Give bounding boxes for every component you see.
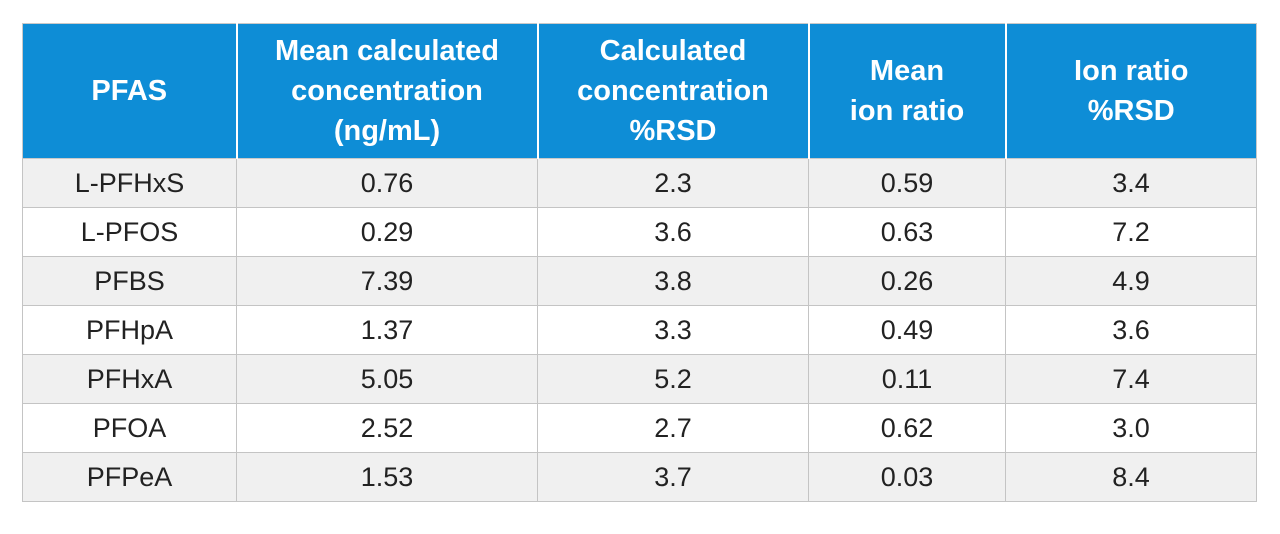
header-ion-ratio-rsd: Ion ratio %RSD xyxy=(1004,23,1257,159)
cell-mean-ion-ratio: 0.49 xyxy=(808,305,1006,355)
cell-ion-ratio-rsd: 8.4 xyxy=(1005,452,1257,502)
header-line: concentration xyxy=(291,75,483,107)
cell-mean-ion-ratio: 0.11 xyxy=(808,354,1006,404)
table-row: L-PFHxS 0.76 2.3 0.59 3.4 xyxy=(22,158,1257,208)
cell-mean-concentration: 2.52 xyxy=(236,403,538,453)
cell-ion-ratio-rsd: 3.4 xyxy=(1005,158,1257,208)
header-line: concentration xyxy=(577,75,769,107)
header-line: (ng/mL) xyxy=(333,115,441,147)
cell-ion-ratio-rsd: 3.6 xyxy=(1005,305,1257,355)
cell-ion-ratio-rsd: 3.0 xyxy=(1005,403,1257,453)
header-pfas: PFAS xyxy=(22,23,238,159)
cell-concentration-rsd: 5.2 xyxy=(537,354,809,404)
header-row: PFAS Mean calculated concentration (ng/m… xyxy=(22,23,1257,159)
cell-pfas: L-PFOS xyxy=(22,207,237,257)
cell-pfas: L-PFHxS xyxy=(22,158,237,208)
header-line: Mean xyxy=(869,55,945,87)
cell-ion-ratio-rsd: 7.4 xyxy=(1005,354,1257,404)
cell-mean-concentration: 5.05 xyxy=(236,354,538,404)
header-line: Ion ratio xyxy=(1074,55,1189,87)
table-row: PFBS 7.39 3.8 0.26 4.9 xyxy=(22,256,1257,306)
header-calculated-concentration-rsd: Calculated concentration %RSD xyxy=(536,23,810,159)
header-mean-calculated-concentration: Mean calculated concentration (ng/mL) xyxy=(235,23,539,159)
table-row: PFOA 2.52 2.7 0.62 3.0 xyxy=(22,403,1257,453)
cell-mean-concentration: 0.76 xyxy=(236,158,538,208)
cell-mean-ion-ratio: 0.63 xyxy=(808,207,1006,257)
header-line: Calculated xyxy=(599,35,747,67)
cell-concentration-rsd: 2.7 xyxy=(537,403,809,453)
cell-pfas: PFHxA xyxy=(22,354,237,404)
pfas-results-table-container: PFAS Mean calculated concentration (ng/m… xyxy=(22,23,1257,502)
cell-mean-concentration: 1.53 xyxy=(236,452,538,502)
table-row: L-PFOS 0.29 3.6 0.63 7.2 xyxy=(22,207,1257,257)
header-line: %RSD xyxy=(1087,95,1175,127)
header-line: Mean calculated xyxy=(274,35,500,67)
cell-pfas: PFBS xyxy=(22,256,237,306)
cell-pfas: PFHpA xyxy=(22,305,237,355)
cell-mean-ion-ratio: 0.26 xyxy=(808,256,1006,306)
cell-concentration-rsd: 2.3 xyxy=(537,158,809,208)
cell-ion-ratio-rsd: 4.9 xyxy=(1005,256,1257,306)
table-row: PFPeA 1.53 3.7 0.03 8.4 xyxy=(22,452,1257,502)
header-mean-ion-ratio: Mean ion ratio xyxy=(807,23,1007,159)
cell-pfas: PFOA xyxy=(22,403,237,453)
cell-concentration-rsd: 3.6 xyxy=(537,207,809,257)
cell-concentration-rsd: 3.8 xyxy=(537,256,809,306)
table-row: PFHxA 5.05 5.2 0.11 7.4 xyxy=(22,354,1257,404)
cell-pfas: PFPeA xyxy=(22,452,237,502)
cell-concentration-rsd: 3.7 xyxy=(537,452,809,502)
cell-concentration-rsd: 3.3 xyxy=(537,305,809,355)
cell-mean-concentration: 0.29 xyxy=(236,207,538,257)
cell-mean-ion-ratio: 0.03 xyxy=(808,452,1006,502)
header-line: ion ratio xyxy=(849,95,965,127)
cell-mean-ion-ratio: 0.62 xyxy=(808,403,1006,453)
cell-mean-ion-ratio: 0.59 xyxy=(808,158,1006,208)
pfas-results-table: PFAS Mean calculated concentration (ng/m… xyxy=(22,23,1257,502)
cell-mean-concentration: 1.37 xyxy=(236,305,538,355)
table-row: PFHpA 1.37 3.3 0.49 3.6 xyxy=(22,305,1257,355)
cell-mean-concentration: 7.39 xyxy=(236,256,538,306)
header-line: %RSD xyxy=(629,115,717,147)
header-line: PFAS xyxy=(91,75,168,107)
cell-ion-ratio-rsd: 7.2 xyxy=(1005,207,1257,257)
